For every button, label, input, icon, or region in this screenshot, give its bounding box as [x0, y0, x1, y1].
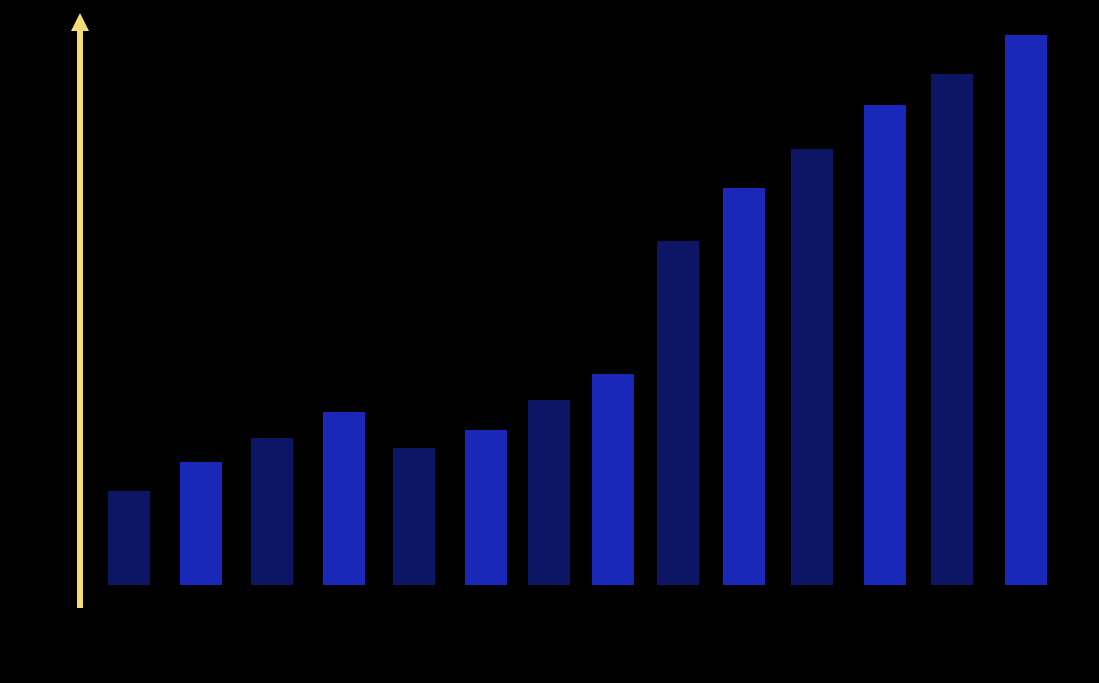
bar [180, 462, 222, 585]
bar [723, 188, 765, 585]
bar [323, 412, 365, 585]
bar [465, 430, 507, 585]
bar [931, 74, 973, 585]
bar [791, 149, 833, 585]
bar [251, 438, 293, 585]
bar [592, 374, 634, 585]
bar [108, 491, 150, 585]
bar [393, 448, 435, 585]
y-axis-arrowhead-icon [71, 13, 89, 31]
bar [657, 241, 699, 585]
bar [1005, 35, 1047, 585]
y-axis-line [77, 29, 83, 608]
bar [528, 400, 570, 585]
bar [864, 105, 906, 585]
